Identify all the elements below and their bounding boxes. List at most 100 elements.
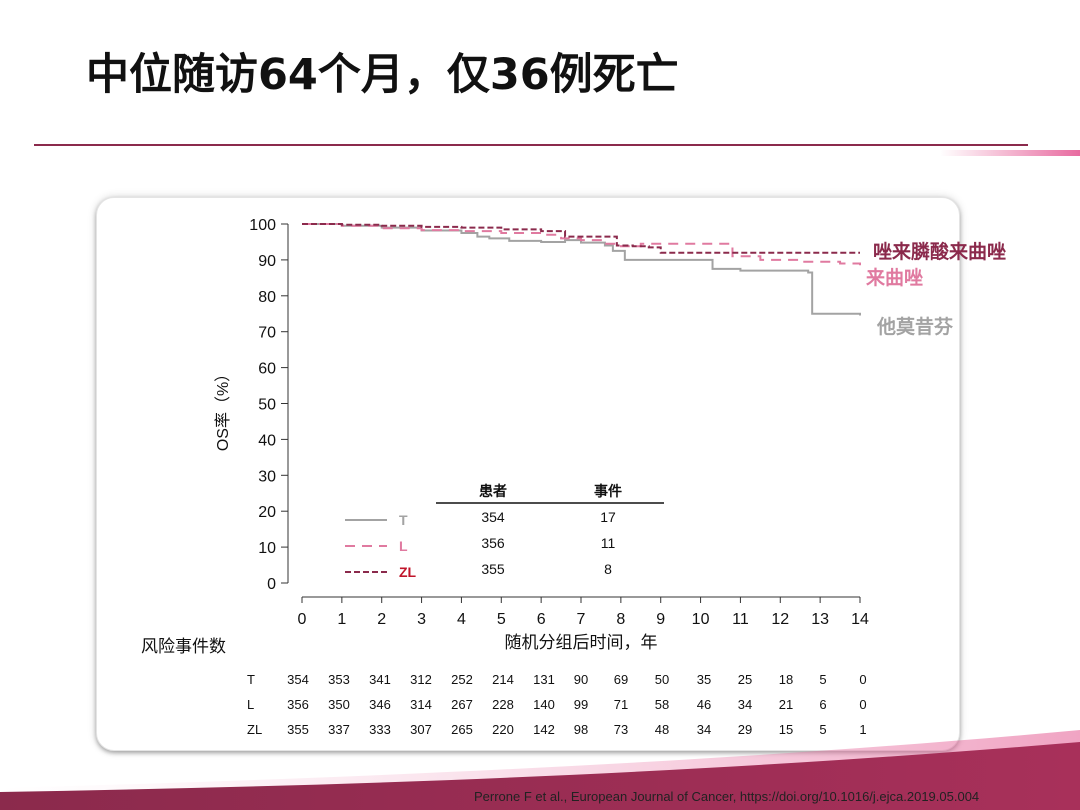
risk-cell: 0 xyxy=(859,697,866,712)
x-tick-label: 2 xyxy=(377,611,386,628)
risk-row-label-l: L xyxy=(247,697,254,712)
series-end-label-t: 他莫昔芬 xyxy=(876,315,954,338)
y-tick-label: 30 xyxy=(258,468,276,485)
x-axis-label: 随机分组后时间，年 xyxy=(505,633,658,652)
risk-cell: 58 xyxy=(655,697,669,712)
risk-cell: 346 xyxy=(369,697,391,712)
chart-panel xyxy=(96,197,960,751)
legend-events-zl: 8 xyxy=(604,561,612,577)
risk-table-title: 风险事件数 xyxy=(141,637,226,656)
risk-cell: 18 xyxy=(779,672,793,687)
risk-row-label-t: T xyxy=(247,672,255,687)
x-tick-label: 9 xyxy=(656,611,665,628)
citation: Perrone F et al., European Journal of Ca… xyxy=(474,789,980,804)
y-tick-label: 100 xyxy=(249,217,276,234)
risk-cell: 46 xyxy=(697,697,711,712)
y-tick-label: 90 xyxy=(258,253,276,270)
risk-cell: 312 xyxy=(410,672,432,687)
x-tick-label: 14 xyxy=(851,611,869,628)
risk-cell: 35 xyxy=(697,672,711,687)
series-end-label-zl: 唑来膦酸来曲唑 xyxy=(873,240,1006,263)
y-tick-label: 40 xyxy=(258,432,276,449)
risk-cell: 34 xyxy=(697,722,711,737)
risk-cell: 267 xyxy=(451,697,473,712)
series-line-zl xyxy=(302,223,860,254)
y-tick-label: 70 xyxy=(258,325,276,342)
title-divider xyxy=(34,144,1028,146)
risk-cell: 265 xyxy=(451,722,473,737)
x-tick-label: 10 xyxy=(692,611,710,628)
risk-cell: 307 xyxy=(410,722,432,737)
risk-cell: 350 xyxy=(328,697,350,712)
risk-cell: 29 xyxy=(738,722,752,737)
risk-cell: 0 xyxy=(859,672,866,687)
risk-cell: 48 xyxy=(655,722,669,737)
x-tick-label: 11 xyxy=(732,611,749,628)
risk-cell: 354 xyxy=(287,672,309,687)
x-tick-label: 5 xyxy=(497,611,506,628)
y-tick-label: 20 xyxy=(258,504,276,521)
risk-cell: 69 xyxy=(614,672,628,687)
risk-cell: 34 xyxy=(738,697,752,712)
risk-cell: 252 xyxy=(451,672,473,687)
accent-strip xyxy=(940,150,1080,156)
legend-patients-t: 354 xyxy=(481,509,505,525)
risk-cell: 355 xyxy=(287,722,309,737)
risk-cell: 131 xyxy=(533,672,555,687)
series-end-label-l: 来曲唑 xyxy=(866,266,923,289)
x-tick-label: 4 xyxy=(457,611,466,628)
legend-patients-l: 356 xyxy=(481,535,505,551)
x-tick-label: 6 xyxy=(537,611,546,628)
risk-cell: 5 xyxy=(819,722,826,737)
bottom-decoration xyxy=(0,730,1080,810)
legend-patients-zl: 355 xyxy=(481,561,505,577)
risk-cell: 142 xyxy=(533,722,555,737)
y-tick-label: 80 xyxy=(258,289,276,306)
legend-label-l: L xyxy=(399,538,408,554)
risk-cell: 337 xyxy=(328,722,350,737)
risk-cell: 353 xyxy=(328,672,350,687)
y-axis-label: OS率（%） xyxy=(214,366,232,451)
x-tick-label: 12 xyxy=(771,611,789,628)
x-tick-label: 7 xyxy=(577,611,586,628)
slide-title: 中位随访64个月，仅36例死亡 xyxy=(86,50,679,100)
risk-cell: 1 xyxy=(859,722,866,737)
x-tick-label: 13 xyxy=(811,611,829,628)
series-line-l xyxy=(302,223,861,266)
risk-cell: 214 xyxy=(492,672,514,687)
risk-cell: 90 xyxy=(574,672,588,687)
legend-events-t: 17 xyxy=(600,509,616,525)
risk-cell: 25 xyxy=(738,672,752,687)
y-tick-label: 0 xyxy=(267,576,276,593)
risk-cell: 140 xyxy=(533,697,555,712)
y-tick-label: 10 xyxy=(258,540,276,557)
legend-header-events: 事件 xyxy=(594,483,622,499)
x-tick-label: 1 xyxy=(337,611,346,628)
risk-cell: 73 xyxy=(614,722,628,737)
risk-cell: 356 xyxy=(287,697,309,712)
x-tick-label: 0 xyxy=(298,611,307,628)
y-tick-label: 50 xyxy=(258,397,276,414)
legend-label-zl: ZL xyxy=(399,564,417,580)
risk-cell: 220 xyxy=(492,722,514,737)
legend-label-t: T xyxy=(399,512,408,528)
x-tick-label: 3 xyxy=(417,611,426,628)
risk-cell: 21 xyxy=(779,697,793,712)
legend-header-patients: 患者 xyxy=(479,483,507,499)
risk-cell: 314 xyxy=(410,697,432,712)
risk-cell: 228 xyxy=(492,697,514,712)
risk-cell: 50 xyxy=(655,672,669,687)
risk-cell: 71 xyxy=(614,697,628,712)
x-tick-label: 8 xyxy=(616,611,625,628)
risk-cell: 6 xyxy=(819,697,826,712)
risk-cell: 333 xyxy=(369,722,391,737)
risk-cell: 99 xyxy=(574,697,588,712)
risk-cell: 5 xyxy=(819,672,826,687)
risk-cell: 98 xyxy=(574,722,588,737)
legend-events-l: 11 xyxy=(601,535,616,551)
risk-row-label-zl: ZL xyxy=(247,722,262,737)
risk-cell: 341 xyxy=(369,672,391,687)
y-tick-label: 60 xyxy=(258,361,276,378)
risk-cell: 15 xyxy=(779,722,793,737)
